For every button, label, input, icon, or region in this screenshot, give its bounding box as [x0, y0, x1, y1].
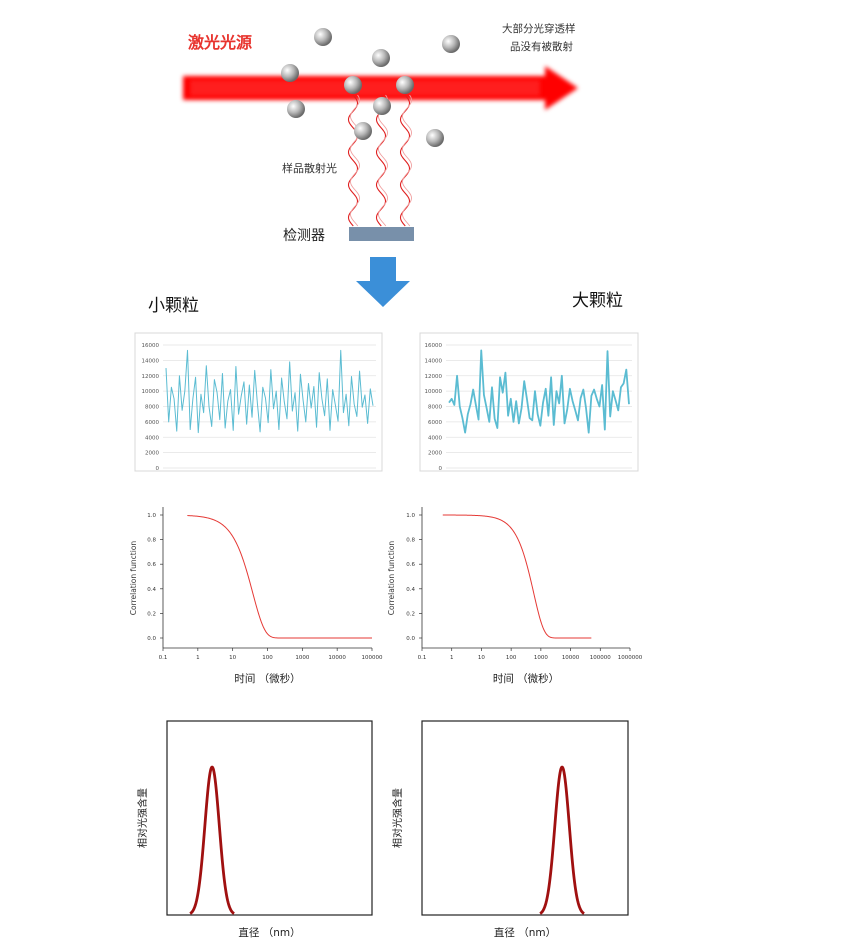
y-tick-label: 6000	[145, 420, 159, 426]
small-intensity-chart: 0 2000 4000 6000 8000 10000 12000 14000 16000	[134, 332, 383, 472]
correlation-curve	[187, 515, 372, 639]
y-tick-label: 16000	[425, 343, 443, 349]
scatter-wave	[399, 94, 411, 227]
particle	[287, 100, 305, 118]
y-tick-label: 0.6	[147, 562, 156, 568]
scatter-wave	[378, 94, 388, 227]
size-peak-curve	[539, 765, 585, 915]
size-peak-curve	[189, 765, 235, 915]
x-tick-label: 100	[262, 655, 273, 661]
y-tick-label: 4000	[428, 435, 442, 441]
x-tick-label: 1	[196, 655, 200, 661]
y-tick-label: 0.0	[147, 636, 156, 642]
y-tick-label: 6000	[428, 420, 442, 426]
scatter-wave	[347, 94, 359, 227]
y-tick-label: 14000	[425, 358, 443, 364]
y-axis-label: Correlation function	[129, 541, 138, 616]
particle	[344, 76, 362, 94]
y-tick-label: 0.2	[406, 611, 415, 617]
scatter-wave	[402, 94, 412, 227]
x-axis-label: 时间 （微秒）	[234, 672, 300, 685]
x-tick-label: 10000	[562, 655, 580, 661]
large-particle-label: 大颗粒	[572, 291, 623, 311]
y-tick-label: 10000	[142, 389, 160, 395]
detector	[349, 227, 414, 241]
chart-frame	[419, 332, 639, 472]
y-tick-label: 10000	[425, 389, 443, 395]
y-axis-label: Correlation function	[387, 541, 396, 616]
y-tick-label: 16000	[142, 343, 160, 349]
x-tick-label: 100000	[590, 655, 611, 661]
x-axis-label: 直径 （nm）	[494, 926, 556, 939]
x-tick-label: 1000	[295, 655, 309, 661]
y-tick-label: 2000	[145, 451, 159, 457]
y-tick-label: 0.8	[406, 538, 415, 544]
particle	[281, 64, 299, 82]
particle	[314, 28, 332, 46]
y-tick-label: 12000	[425, 374, 443, 380]
y-tick-label: 14000	[142, 358, 160, 364]
particle	[396, 76, 414, 94]
detector-label: 检测器	[283, 228, 325, 244]
y-tick-label: 8000	[145, 405, 159, 411]
y-tick-label: 0.2	[147, 611, 156, 617]
y-tick-label: 0.4	[147, 587, 156, 593]
x-axis-label: 时间 （微秒）	[493, 672, 559, 685]
large-correlation-chart: 0.0 0.2 0.4 0.6 0.8 1.0 0.1 1 10 100 1000 10000 1000…	[387, 507, 643, 685]
laser-label: 激光光源	[188, 33, 252, 52]
intensity-series-line	[448, 349, 630, 434]
y-tick-label: 0.6	[406, 562, 415, 568]
correlation-curve	[442, 514, 592, 639]
y-axis-label: 相对光强含量	[136, 788, 149, 848]
y-tick-label: 0	[439, 466, 443, 472]
down-arrow	[356, 257, 410, 307]
x-tick-label: 0.1	[418, 655, 427, 661]
particle	[373, 97, 391, 115]
y-tick-label: 1.0	[147, 513, 156, 519]
x-tick-label: 1000	[534, 655, 548, 661]
y-tick-label: 0.8	[147, 538, 156, 544]
x-tick-label: 0.1	[159, 655, 168, 661]
x-tick-label: 1000000	[618, 655, 643, 661]
scatter-wave	[350, 94, 360, 227]
x-tick-label: 100	[506, 655, 517, 661]
particle	[372, 49, 390, 67]
scattered-light-waves	[347, 94, 412, 227]
y-tick-label: 12000	[142, 374, 160, 380]
x-tick-label: 10	[478, 655, 485, 661]
plot-frame	[166, 720, 373, 916]
small-correlation-chart: 0.0 0.2 0.4 0.6 0.8 1.0 0.1 1 10 100 1000 10000 1000…	[129, 507, 383, 685]
particle	[426, 129, 444, 147]
x-axis-label: 直径 （nm）	[238, 926, 300, 939]
laser-beam	[183, 66, 578, 110]
transmit-note-line2: 品没有被散射	[510, 40, 573, 53]
plot-frame	[421, 720, 629, 916]
y-tick-label: 1.0	[406, 513, 415, 519]
scatter-label: 样品散射光	[282, 161, 337, 175]
x-tick-label: 10	[229, 655, 236, 661]
y-tick-label: 2000	[428, 451, 442, 457]
small-particle-label: 小颗粒	[148, 296, 199, 316]
y-tick-label: 4000	[145, 435, 159, 441]
transmit-note-line1: 大部分光穿透样	[502, 22, 576, 35]
x-tick-label: 100000	[362, 655, 383, 661]
x-tick-label: 10000	[328, 655, 346, 661]
x-tick-label: 1	[450, 655, 454, 661]
y-tick-label: 0.0	[406, 636, 415, 642]
y-axis-label: 相对光强含量	[391, 788, 404, 848]
sample-particles	[281, 28, 460, 147]
large-intensity-chart: 0 2000 4000 6000 8000 10000 12000 14000 16000	[419, 332, 639, 472]
particle	[442, 35, 460, 53]
y-tick-label: 8000	[428, 405, 442, 411]
intensity-series-line	[165, 349, 374, 434]
particle	[354, 122, 372, 140]
y-tick-label: 0	[156, 466, 160, 472]
y-tick-label: 0.4	[406, 587, 415, 593]
